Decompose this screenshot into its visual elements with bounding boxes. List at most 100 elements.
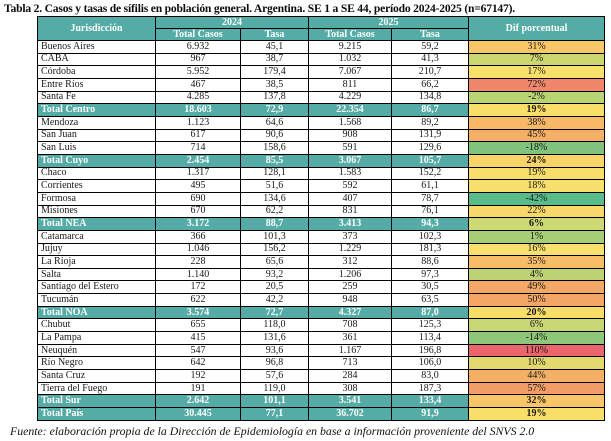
total-casos-2024-cell: 6.932 — [155, 40, 241, 54]
total-casos-2025-cell: 36.702 — [308, 407, 392, 421]
dif-porcentual-cell: 49% — [468, 280, 605, 295]
total-casos-2025-cell: 592 — [308, 179, 392, 193]
header-jurisdiccion: Jurisdicción — [37, 16, 156, 41]
tasa-2024-cell: 20,5 — [240, 280, 309, 295]
jurisdiction-cell: Mendoza — [37, 115, 156, 130]
tasa-2024-cell: 137,8 — [240, 90, 309, 105]
jurisdiction-cell: Total Centro — [37, 103, 156, 117]
total-casos-2025-cell: 3.541 — [308, 394, 392, 409]
jurisdiction-cell: Misiones — [37, 204, 156, 219]
jurisdiction-cell: Santa Cruz — [37, 369, 156, 383]
table-row: Mendoza 1.123 64,6 1.568 89,2 38% — [37, 115, 605, 130]
jurisdiction-cell: Chubut — [37, 318, 156, 333]
tasa-2024-cell: 93,2 — [240, 267, 309, 282]
header-total-casos-2024: Total Casos — [155, 28, 241, 41]
tasa-2025-cell: 88,6 — [391, 255, 469, 269]
table-row: Córdoba 5.952 179,4 7.067 210,7 17% — [37, 65, 605, 79]
tasa-2025-cell: 196,8 — [391, 343, 469, 358]
total-row: Total Cuyo 2.454 85,5 3.067 105,7 24% — [37, 153, 605, 168]
dif-porcentual-cell: 4% — [468, 267, 605, 282]
header-year-2025: 2025 — [308, 16, 469, 29]
jurisdiction-cell: Chaco — [37, 166, 156, 181]
table-row: La Rioja 228 65,6 312 88,6 35% — [37, 255, 605, 269]
tasa-2024-cell: 65,6 — [240, 255, 309, 269]
total-casos-2024-cell: 547 — [155, 343, 241, 358]
total-casos-2024-cell: 1.046 — [155, 242, 241, 257]
table-row: Jujuy 1.046 156,2 1.229 181,3 16% — [37, 242, 605, 257]
total-casos-2025-cell: 284 — [308, 369, 392, 383]
total-casos-2024-cell: 191 — [155, 381, 241, 396]
total-casos-2024-cell: 228 — [155, 255, 241, 269]
table-row: Buenos Aires 6.932 45,1 9.215 59,2 31% — [37, 40, 605, 54]
total-casos-2025-cell: 591 — [308, 141, 392, 155]
total-casos-2025-cell: 948 — [308, 293, 392, 307]
total-casos-2025-cell: 3.413 — [308, 217, 392, 231]
tasa-2024-cell: 101,3 — [240, 229, 309, 244]
jurisdiction-cell: La Pampa — [37, 331, 156, 345]
table-row: San Juan 617 90,6 908 131,9 45% — [37, 128, 605, 143]
tasa-2025-cell: 91,9 — [391, 407, 469, 421]
tasa-2025-cell: 210,7 — [391, 65, 469, 79]
total-casos-2025-cell: 7.067 — [308, 65, 392, 79]
tasa-2025-cell: 89,2 — [391, 115, 469, 130]
jurisdiction-cell: Santiago del Estero — [37, 280, 156, 295]
table-row: Chaco 1.317 128,1 1.583 152,2 19% — [37, 166, 605, 181]
header-total-casos-2025: Total Casos — [308, 28, 392, 41]
total-casos-2024-cell: 366 — [155, 229, 241, 244]
total-casos-2025-cell: 308 — [308, 381, 392, 396]
total-casos-2024-cell: 1.123 — [155, 115, 241, 130]
table-row: San Luis 714 158,6 591 129,6 -18% — [37, 141, 605, 155]
jurisdiction-cell: Corrientes — [37, 179, 156, 193]
dif-porcentual-cell: 18% — [468, 179, 605, 193]
tasa-2025-cell: 87,0 — [391, 305, 469, 320]
tasa-2024-cell: 85,5 — [240, 153, 309, 168]
table-row: Neuquén 547 93,6 1.167 196,8 110% — [37, 343, 605, 358]
table-row: Misiones 670 62,2 831 76,1 22% — [37, 204, 605, 219]
tasa-2025-cell: 61,1 — [391, 179, 469, 193]
table-row: Formosa 690 134,6 407 78,7 -42% — [37, 191, 605, 206]
total-casos-2025-cell: 1.032 — [308, 52, 392, 67]
tasa-2025-cell: 125,3 — [391, 318, 469, 333]
tasa-2025-cell: 129,6 — [391, 141, 469, 155]
total-casos-2024-cell: 655 — [155, 318, 241, 333]
jurisdiction-cell: Tucumán — [37, 293, 156, 307]
jurisdiction-cell: San Juan — [37, 128, 156, 143]
table-title: Tabla 2. Casos y tasas de sífilis en pob… — [4, 2, 515, 15]
total-casos-2025-cell: 1.568 — [308, 115, 392, 130]
total-casos-2025-cell: 4.229 — [308, 90, 392, 105]
tasa-2024-cell: 101,1 — [240, 394, 309, 409]
dif-porcentual-cell: 6% — [468, 318, 605, 333]
tasa-2024-cell: 42,2 — [240, 293, 309, 307]
total-row: Total Centro 18.603 72,9 22.354 86,7 19% — [37, 103, 605, 117]
jurisdiction-cell: Neuquén — [37, 343, 156, 358]
total-casos-2024-cell: 18.603 — [155, 103, 241, 117]
tasa-2024-cell: 158,6 — [240, 141, 309, 155]
total-casos-2024-cell: 1.317 — [155, 166, 241, 181]
dif-porcentual-cell: -2% — [468, 90, 605, 105]
dif-porcentual-cell: 17% — [468, 65, 605, 79]
table-row: Chubut 655 118,0 708 125,3 6% — [37, 318, 605, 333]
tasa-2024-cell: 77,1 — [240, 407, 309, 421]
tasa-2025-cell: 187,3 — [391, 381, 469, 396]
table-row: Tucumán 622 42,2 948 63,5 50% — [37, 293, 605, 307]
tasa-2024-cell: 72,9 — [240, 103, 309, 117]
tasa-2024-cell: 156,2 — [240, 242, 309, 257]
tasa-2024-cell: 179,4 — [240, 65, 309, 79]
table-row: Catamarca 366 101,3 373 102,3 1% — [37, 229, 605, 244]
total-casos-2025-cell: 708 — [308, 318, 392, 333]
jurisdiction-cell: Total País — [37, 407, 156, 421]
tasa-2024-cell: 128,1 — [240, 166, 309, 181]
total-casos-2024-cell: 5.952 — [155, 65, 241, 79]
total-casos-2024-cell: 415 — [155, 331, 241, 345]
table-row: Río Negro 642 96,8 713 106,0 10% — [37, 356, 605, 371]
total-casos-2024-cell: 690 — [155, 191, 241, 206]
syphilis-cases-table: Jurisdicción 2024 2025 Dif porcentual To… — [37, 16, 605, 421]
tasa-2024-cell: 72,7 — [240, 305, 309, 320]
dif-porcentual-cell: 19% — [468, 166, 605, 181]
dif-porcentual-cell: 35% — [468, 255, 605, 269]
jurisdiction-cell: Catamarca — [37, 229, 156, 244]
dif-porcentual-cell: 31% — [468, 40, 605, 54]
tasa-2024-cell: 134,6 — [240, 191, 309, 206]
tasa-2024-cell: 119,0 — [240, 381, 309, 396]
table-row: Santa Fe 4.285 137,8 4.229 134,8 -2% — [37, 90, 605, 105]
